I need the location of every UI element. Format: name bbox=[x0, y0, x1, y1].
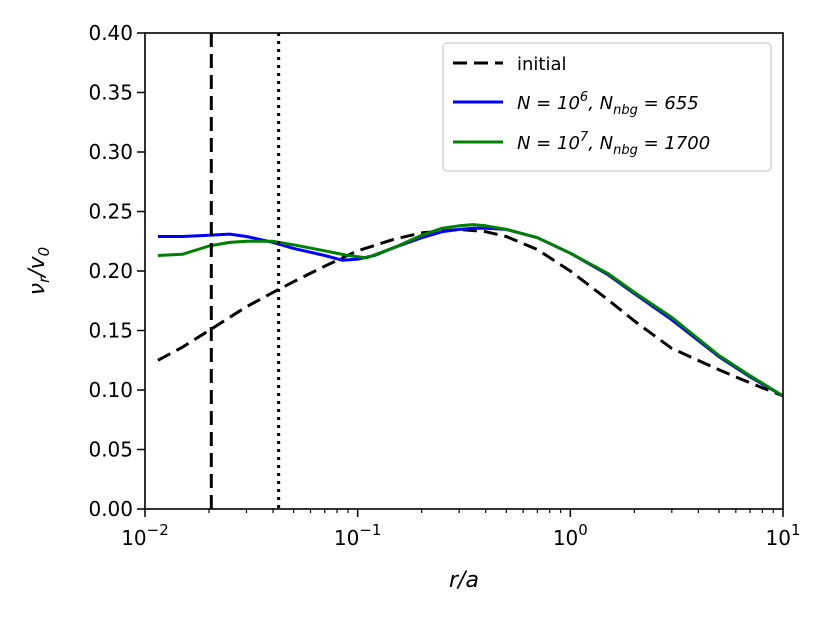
series-line-n-10-7-n-nbg-1700 bbox=[157, 223, 784, 398]
x-tick-base: 10 bbox=[553, 526, 578, 550]
y-tick-label-2: 0.10 bbox=[88, 378, 133, 402]
y-label-slash: /v bbox=[25, 255, 50, 278]
x-tick-exponent: 0 bbox=[578, 521, 588, 539]
x-tick-label-1: 10−1 bbox=[334, 521, 382, 550]
y-label-sub-r: r bbox=[35, 276, 53, 283]
y-tick-label-4: 0.20 bbox=[88, 259, 133, 283]
plot-lines bbox=[157, 223, 784, 398]
legend-label-n1e7: N = 107, Nnbg = 1700 bbox=[517, 130, 710, 158]
x-axis: 10−2 10−1 100 101 bbox=[121, 509, 801, 550]
legend-n1e7-sup: 7 bbox=[580, 130, 589, 145]
legend-n1e6-pre: N = 10 bbox=[517, 93, 580, 114]
series-line-initial bbox=[157, 227, 784, 398]
x-tick-label-2: 100 bbox=[553, 521, 588, 550]
legend-label-initial: initial bbox=[517, 54, 567, 75]
x-tick-base: 10 bbox=[121, 526, 146, 550]
legend-n1e7-pre: N = 10 bbox=[517, 133, 580, 154]
legend-n1e6-sub: nbg bbox=[613, 103, 638, 118]
y-label-nu: ν bbox=[25, 283, 50, 295]
y-tick-label-0: 0.00 bbox=[88, 497, 133, 521]
legend-box bbox=[442, 42, 772, 172]
y-label-sub-0: 0 bbox=[35, 247, 53, 257]
x-tick-base: 10 bbox=[766, 526, 791, 550]
y-tick-label-1: 0.05 bbox=[88, 438, 133, 462]
legend-n1e6-sup: 6 bbox=[580, 90, 588, 105]
legend-n1e7-sub: nbg bbox=[613, 143, 638, 158]
x-tick-label-3: 101 bbox=[766, 521, 801, 550]
vertical-lines bbox=[209, 33, 281, 509]
legend-n1e7-post: = 1700 bbox=[638, 133, 710, 154]
y-tick-label-7: 0.35 bbox=[88, 81, 133, 105]
x-tick-exponent: −2 bbox=[147, 521, 169, 539]
legend: initial N = 106, Nnbg = 655 N = 107, Nnb… bbox=[442, 42, 772, 172]
y-axis: 0.00 0.05 0.10 0.15 0.20 0.25 0.30 0.35 0.40 bbox=[88, 21, 145, 521]
y-tick-label-3: 0.15 bbox=[88, 319, 133, 343]
legend-n1e7-mid: , N bbox=[588, 133, 613, 154]
legend-n1e6-mid: , N bbox=[588, 93, 613, 114]
x-tick-exponent: −1 bbox=[359, 521, 381, 539]
y-tick-label-8: 0.40 bbox=[88, 21, 133, 45]
y-tick-label-6: 0.30 bbox=[88, 140, 133, 164]
x-tick-exponent: 1 bbox=[791, 521, 801, 539]
y-axis-label: νr/v0 bbox=[25, 247, 53, 295]
x-axis-label: r/a bbox=[449, 568, 479, 593]
y-tick-label-5: 0.25 bbox=[88, 200, 133, 224]
x-tick-label-0: 10−2 bbox=[121, 521, 169, 550]
legend-label-n1e6: N = 106, Nnbg = 655 bbox=[517, 90, 699, 118]
legend-n1e6-post: = 655 bbox=[638, 93, 699, 114]
x-tick-base: 10 bbox=[334, 526, 359, 550]
